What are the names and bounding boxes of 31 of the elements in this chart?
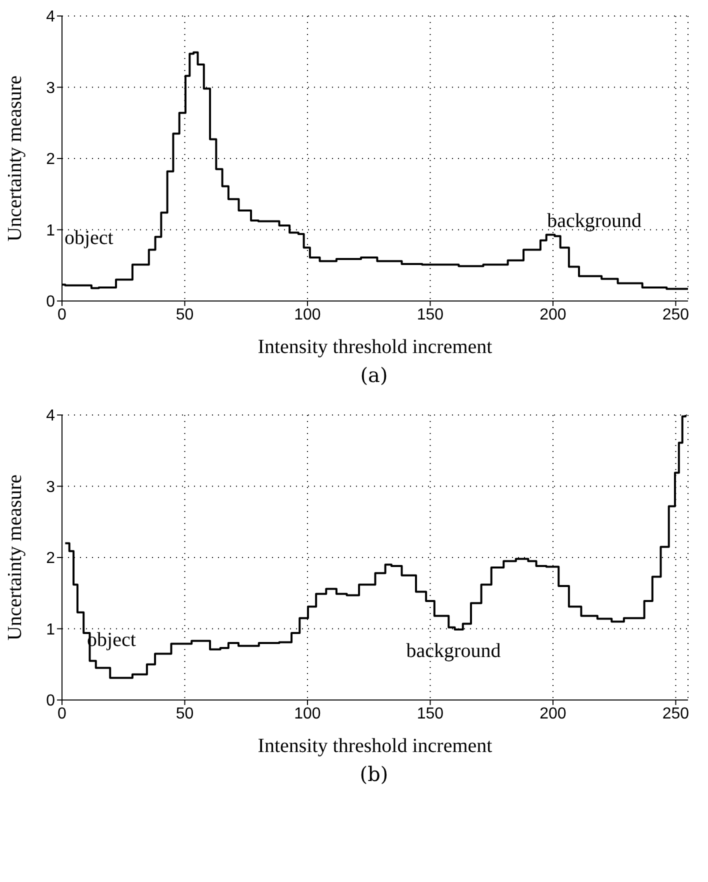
annotation: object <box>64 226 114 249</box>
y-axis-title: Uncertainty measure <box>4 474 26 641</box>
y-tick-label: 3 <box>46 478 56 496</box>
x-tick-label: 250 <box>662 306 690 324</box>
x-tick-label: 150 <box>416 306 444 324</box>
annotation: background <box>406 640 501 662</box>
x-tick-label: 200 <box>540 306 566 324</box>
y-tick-label: 3 <box>46 80 56 97</box>
x-tick-label: 200 <box>540 705 566 722</box>
y-tick-label: 0 <box>46 692 56 710</box>
x-tick-label: 100 <box>294 705 321 722</box>
y-axis-title: Uncertainty measure <box>4 75 26 242</box>
x-axis-title: Intensity threshold increment <box>258 336 493 358</box>
annotation: background <box>547 210 642 232</box>
x-tick-label: 250 <box>662 705 690 722</box>
x-tick-label: 150 <box>416 705 444 722</box>
y-tick-label: 1 <box>46 621 56 638</box>
y-tick-label: 4 <box>46 408 56 425</box>
x-tick-label: 50 <box>176 306 194 324</box>
x-axis-title: Intensity threshold increment <box>258 735 493 757</box>
y-tick-label: 1 <box>46 222 56 240</box>
y-tick-label: 4 <box>46 8 56 26</box>
x-tick-label: 50 <box>176 705 194 722</box>
x-tick-label: 100 <box>294 306 321 324</box>
x-tick-label: 0 <box>58 705 67 722</box>
y-tick-label: 2 <box>46 550 56 568</box>
text: (a) <box>359 363 389 387</box>
x-tick-label: 0 <box>58 306 67 324</box>
y-tick-label: 2 <box>46 151 56 168</box>
y-tick-label: 0 <box>46 294 56 311</box>
text: (b) <box>358 762 390 786</box>
